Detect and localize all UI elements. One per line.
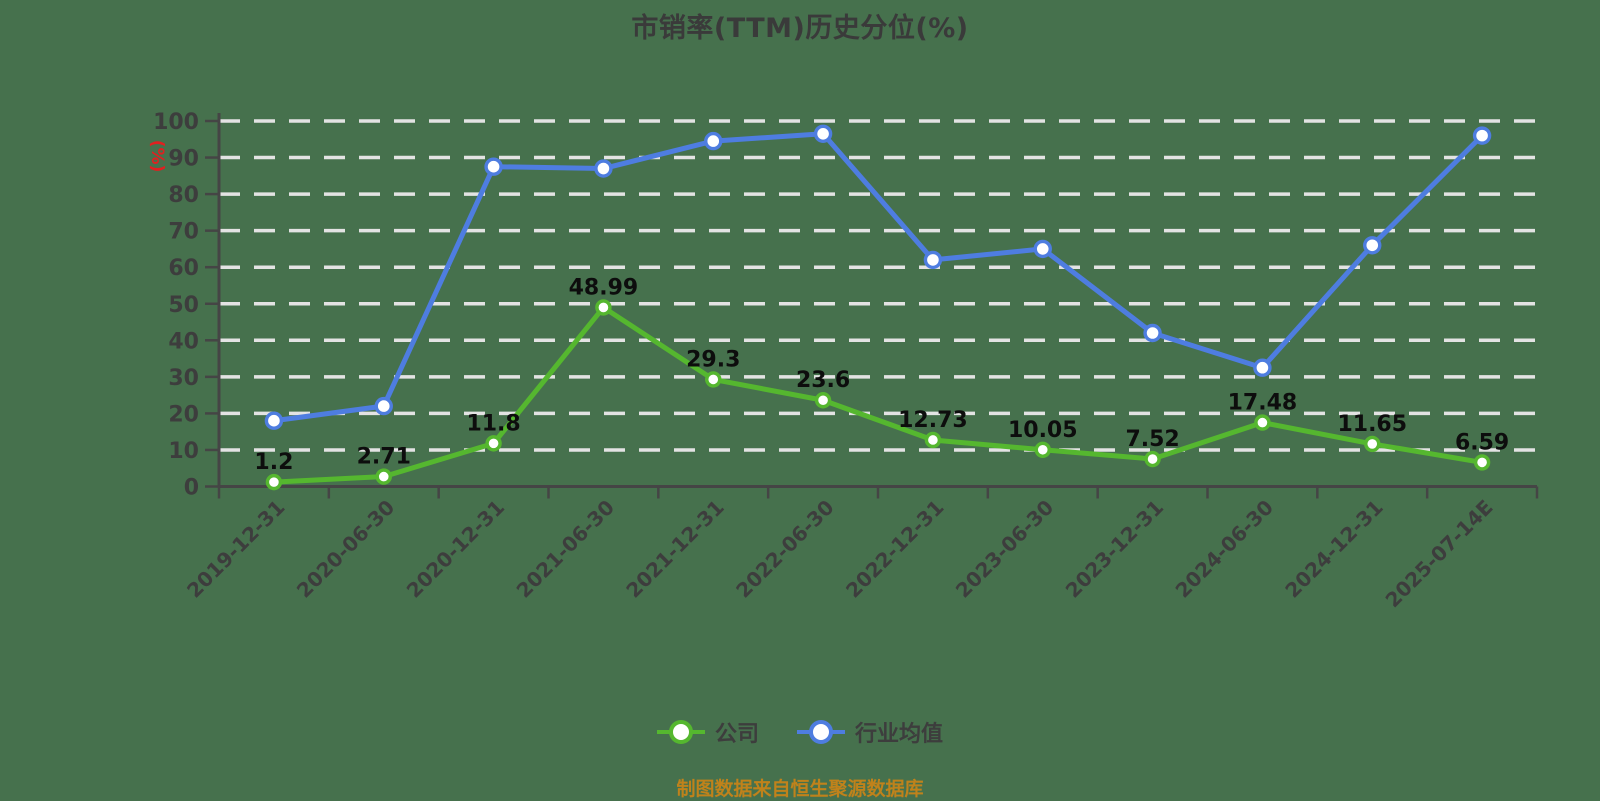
x-axis-tick-label: 2022-12-31 xyxy=(841,495,948,602)
data-point-公司[interactable] xyxy=(705,371,722,388)
data-point-公司[interactable] xyxy=(814,392,832,409)
y-axis-tick-label: 50 xyxy=(168,293,199,318)
line-marker-icon xyxy=(797,720,845,744)
line-marker-icon xyxy=(656,720,705,744)
data-point-行业均值[interactable] xyxy=(813,124,833,143)
data-point-行业均值[interactable] xyxy=(594,159,613,178)
data-point-公司[interactable] xyxy=(1144,450,1161,468)
y-axis-tick-label: 80 xyxy=(168,183,199,208)
data-label: 48.99 xyxy=(569,275,639,300)
data-point-行业均值[interactable] xyxy=(1033,239,1052,259)
data-point-公司[interactable] xyxy=(485,435,502,452)
data-point-公司[interactable] xyxy=(1034,441,1051,458)
x-axis-tick-label: 2020-12-31 xyxy=(402,495,509,602)
legend-label-industry-average: 行业均值 xyxy=(855,722,944,747)
data-point-公司[interactable] xyxy=(1364,435,1381,453)
data-point-行业均值[interactable] xyxy=(704,131,723,151)
data-point-行业均值[interactable] xyxy=(264,411,284,430)
chart-title: 市销率(TTM)历史分位(%) xyxy=(631,13,969,44)
data-label: 11.65 xyxy=(1337,412,1407,437)
data-label: 12.73 xyxy=(898,408,968,433)
x-axis-tick-label: 2023-06-30 xyxy=(951,495,1058,602)
data-point-行业均值[interactable] xyxy=(923,250,943,270)
chart-legend: 公司 行业均值 xyxy=(0,716,1600,748)
x-axis-tick-label: 2021-12-31 xyxy=(621,495,728,602)
data-label: 1.2 xyxy=(254,450,293,475)
data-label: 23.6 xyxy=(796,368,850,393)
series-line-公司 xyxy=(271,304,1485,485)
y-axis-tick-label: 70 xyxy=(168,220,199,245)
data-point-公司[interactable] xyxy=(595,299,612,316)
data-point-公司[interactable] xyxy=(265,473,283,491)
y-axis-tick-label: 90 xyxy=(168,147,199,172)
y-axis-tick-label: 20 xyxy=(168,402,199,427)
data-point-公司[interactable] xyxy=(924,431,942,449)
x-axis-tick-label: 2025-07-14E xyxy=(1381,495,1498,612)
legend-label-company: 公司 xyxy=(714,722,759,747)
data-label: 10.05 xyxy=(1008,418,1078,443)
data-point-行业均值[interactable] xyxy=(484,157,503,176)
data-label: 7.52 xyxy=(1125,427,1179,452)
data-point-行业均值[interactable] xyxy=(1253,358,1272,377)
x-axis-tick-label: 2024-06-30 xyxy=(1171,495,1278,602)
data-label: 11.8 xyxy=(466,411,520,436)
y-axis-tick-label: 10 xyxy=(168,439,199,464)
data-label: 6.59 xyxy=(1455,430,1509,455)
x-axis-tick-label: 2021-06-30 xyxy=(512,495,619,602)
data-label: 2.71 xyxy=(357,445,411,470)
x-axis-tick-label: 2024-12-31 xyxy=(1280,495,1387,602)
data-point-公司[interactable] xyxy=(375,468,392,485)
y-axis-tick-label: 30 xyxy=(168,366,199,391)
y-axis-tick-label: 40 xyxy=(168,329,199,354)
data-source-note: 制图数据来自恒生聚源数据库 xyxy=(676,778,924,800)
data-point-行业均值[interactable] xyxy=(1363,236,1382,255)
legend-item-industry-average[interactable]: 行业均值 xyxy=(797,716,943,748)
data-point-行业均值[interactable] xyxy=(374,396,393,416)
series-line-行业均值 xyxy=(271,131,1485,424)
data-point-行业均值[interactable] xyxy=(1472,126,1492,145)
x-axis-tick-label: 2022-06-30 xyxy=(731,495,838,602)
x-axis-tick-label: 2019-12-31 xyxy=(182,495,289,602)
data-label: 17.48 xyxy=(1228,391,1298,416)
x-axis-tick-label: 2023-12-31 xyxy=(1061,495,1168,602)
data-point-公司[interactable] xyxy=(1473,454,1491,471)
y-axis-tick-label: 100 xyxy=(153,110,199,135)
data-point-行业均值[interactable] xyxy=(1143,323,1162,343)
x-axis-tick-label: 2020-06-30 xyxy=(292,495,399,602)
data-point-公司[interactable] xyxy=(1254,414,1271,431)
y-axis-tick-label: 60 xyxy=(168,256,199,281)
legend-item-company[interactable]: 公司 xyxy=(656,716,759,748)
data-label: 29.3 xyxy=(686,347,740,372)
y-axis-tick-label: 0 xyxy=(184,476,199,501)
